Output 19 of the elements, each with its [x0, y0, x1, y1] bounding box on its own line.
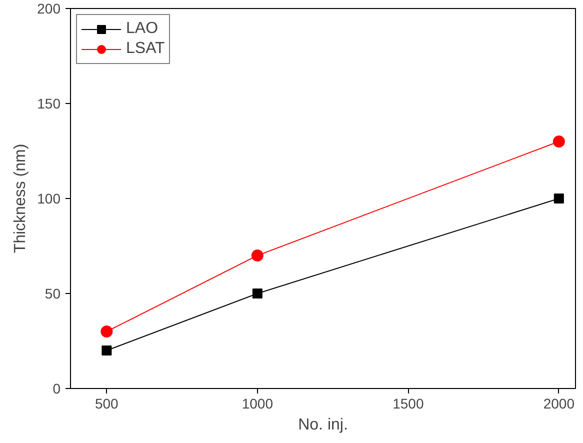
x-tick-label: 2000 — [543, 396, 575, 412]
legend-label: LAO — [126, 20, 158, 38]
point — [552, 136, 565, 148]
x-axis-title: No. inj. — [298, 416, 348, 434]
x-tick-label: 1000 — [242, 396, 274, 412]
point — [554, 194, 564, 204]
x-tick-label: 500 — [95, 396, 119, 412]
point — [252, 288, 262, 298]
legend-label: LSAT — [126, 40, 165, 58]
y-tick-label: 50 — [44, 286, 61, 302]
point — [100, 326, 113, 338]
x-tick-label: 1500 — [392, 396, 424, 412]
y-tick-label: 100 — [37, 190, 61, 206]
y-tick-label: 0 — [52, 380, 61, 396]
y-tick-label: 200 — [37, 0, 61, 16]
y-tick-label: 150 — [37, 96, 61, 112]
point — [251, 250, 264, 262]
point — [102, 346, 112, 356]
y-axis-title: Thickness (nm) — [12, 144, 30, 254]
